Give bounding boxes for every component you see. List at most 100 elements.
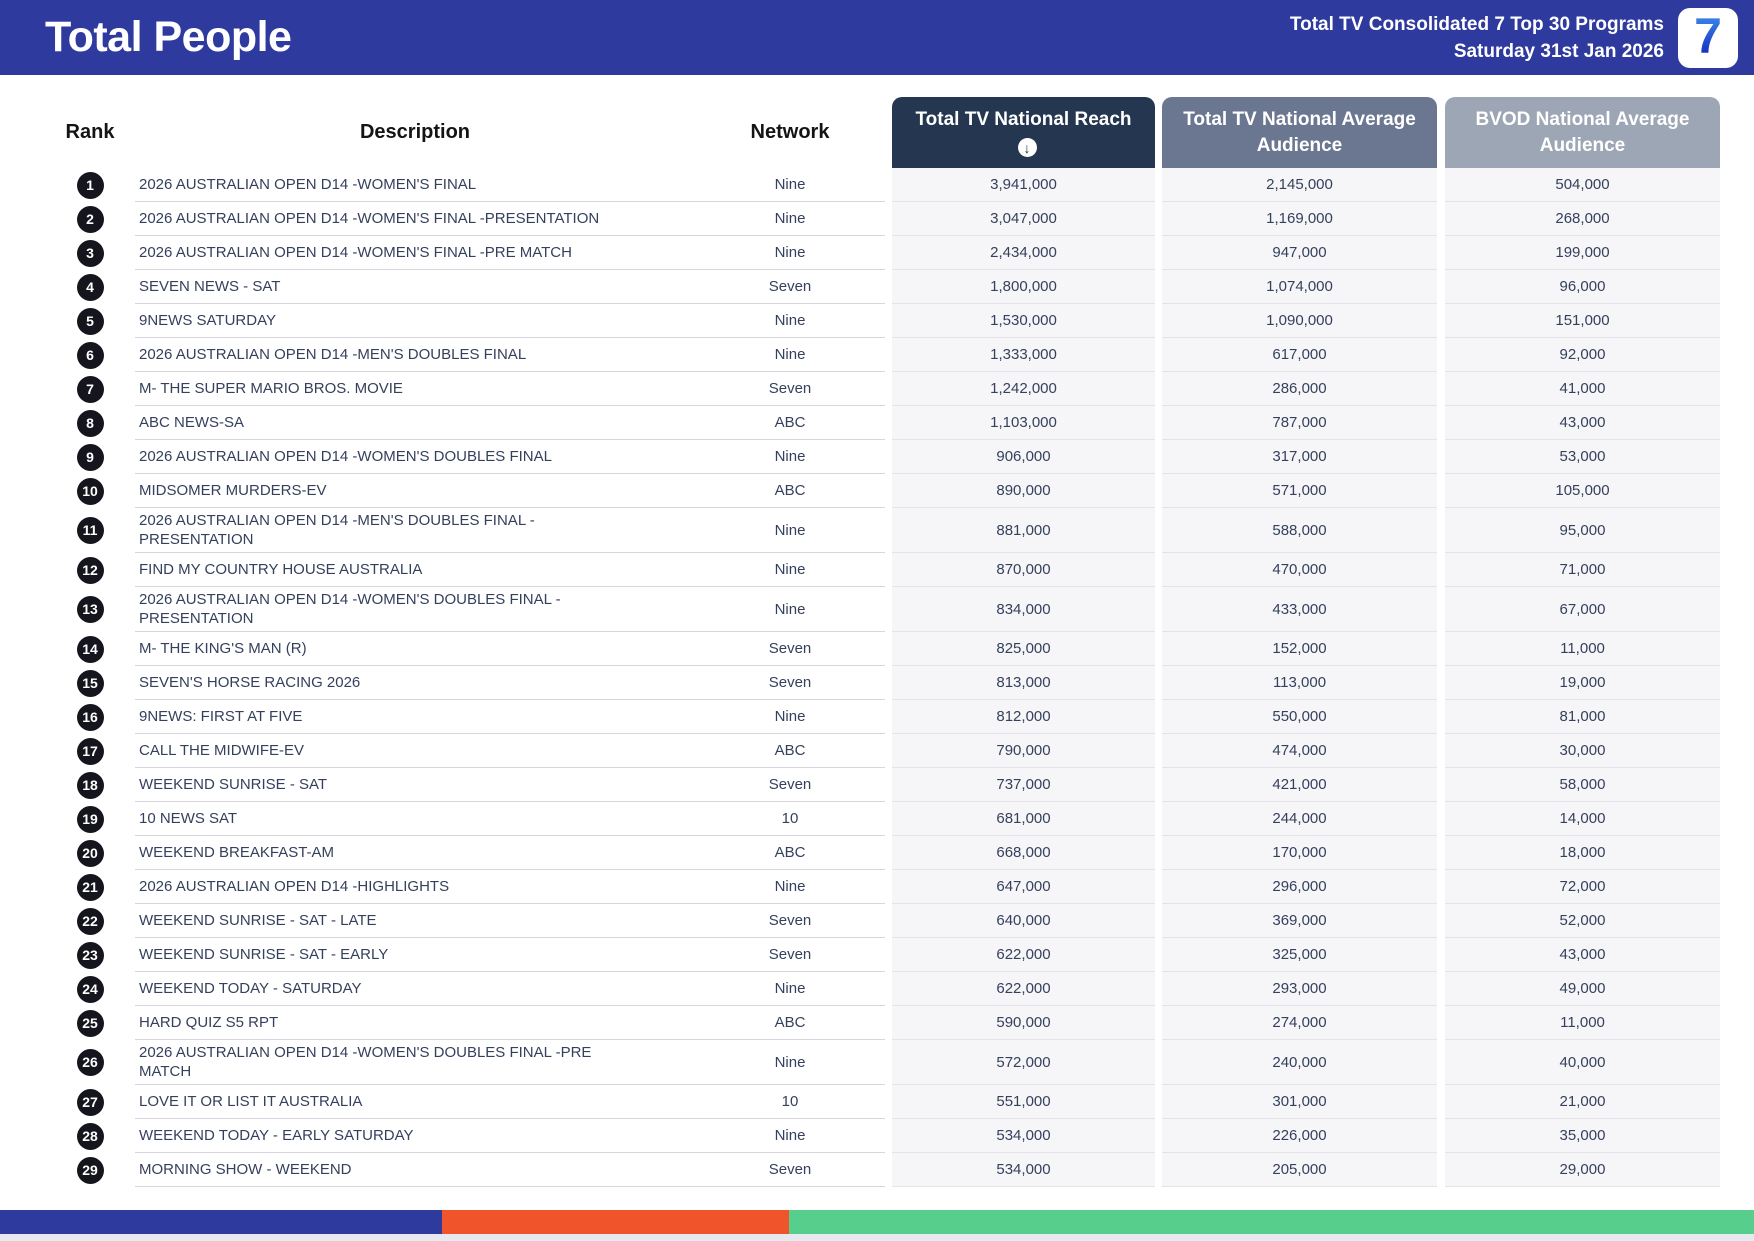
program-title: M- THE SUPER MARIO BROS. MOVIE: [139, 380, 403, 397]
table-row: 8 ABC NEWS-SA ABC 1,103,000 787,000 43,0…: [45, 406, 1720, 440]
program-title: 2026 AUSTRALIAN OPEN D14 -WOMEN'S DOUBLE…: [139, 591, 561, 627]
rank-badge: 1: [76, 171, 104, 199]
bvod-average-audience-cell: 92,000: [1445, 338, 1720, 372]
total-tv-reach-cell: 668,000: [892, 836, 1155, 870]
rank-cell: 18: [45, 768, 135, 802]
total-tv-reach-cell: 640,000: [892, 904, 1155, 938]
page-title: Total People: [45, 13, 292, 61]
description-cell: 9NEWS SATURDAY: [135, 304, 695, 338]
seven-logo-glyph: 7: [1694, 7, 1722, 64]
rank-cell: 11: [45, 508, 135, 553]
network-cell: Seven: [695, 938, 885, 972]
bvod-average-audience-cell: 199,000: [1445, 236, 1720, 270]
rank-cell: 14: [45, 632, 135, 666]
rank-badge: 10: [76, 477, 104, 505]
table-row: 13 2026 AUSTRALIAN OPEN D14 -WOMEN'S DOU…: [45, 587, 1720, 632]
rank-badge: 22: [76, 907, 104, 935]
column-header-total-tv-average-audience[interactable]: Total TV National Average Audience: [1162, 97, 1437, 168]
bvod-average-audience-cell: 58,000: [1445, 768, 1720, 802]
description-cell: MORNING SHOW - WEEKEND: [135, 1153, 695, 1187]
bvod-average-audience-cell: 43,000: [1445, 406, 1720, 440]
table-body: 1 2026 AUSTRALIAN OPEN D14 -WOMEN'S FINA…: [45, 168, 1720, 1187]
program-title: 2026 AUSTRALIAN OPEN D14 -WOMEN'S DOUBLE…: [139, 1044, 592, 1080]
network-cell: Nine: [695, 870, 885, 904]
bvod-average-audience-cell: 30,000: [1445, 734, 1720, 768]
program-title: 2026 AUSTRALIAN OPEN D14 -MEN'S DOUBLES …: [139, 346, 527, 363]
table-row: 26 2026 AUSTRALIAN OPEN D14 -WOMEN'S DOU…: [45, 1040, 1720, 1085]
total-tv-reach-cell: 681,000: [892, 802, 1155, 836]
total-tv-average-audience-cell: 170,000: [1162, 836, 1437, 870]
total-tv-average-audience-cell: 226,000: [1162, 1119, 1437, 1153]
total-tv-average-audience-cell: 571,000: [1162, 474, 1437, 508]
description-cell: 2026 AUSTRALIAN OPEN D14 -WOMEN'S FINAL …: [135, 202, 695, 236]
footer-bar-segment-indigo: [0, 1210, 442, 1234]
rank-cell: 25: [45, 1006, 135, 1040]
rank-cell: 7: [45, 372, 135, 406]
network-cell: Nine: [695, 700, 885, 734]
total-tv-reach-cell: 825,000: [892, 632, 1155, 666]
bvod-average-audience-cell: 95,000: [1445, 508, 1720, 553]
program-title: HARD QUIZ S5 RPT: [139, 1014, 279, 1031]
rank-cell: 4: [45, 270, 135, 304]
network-cell: Seven: [695, 632, 885, 666]
bvod-average-audience-cell: 52,000: [1445, 904, 1720, 938]
program-title: 9NEWS: FIRST AT FIVE: [139, 708, 303, 725]
total-tv-average-audience-cell: 301,000: [1162, 1085, 1437, 1119]
network-cell: Nine: [695, 304, 885, 338]
program-title: FIND MY COUNTRY HOUSE AUSTRALIA: [139, 561, 423, 578]
report-subtitle: Total TV Consolidated 7 Top 30 Programs …: [1290, 11, 1664, 65]
bvod-average-audience-cell: 21,000: [1445, 1085, 1720, 1119]
network-cell: Nine: [695, 508, 885, 553]
total-tv-reach-cell: 890,000: [892, 474, 1155, 508]
sort-descending-icon: ↓: [1017, 138, 1037, 157]
total-tv-average-audience-cell: 205,000: [1162, 1153, 1437, 1187]
bvod-average-audience-cell: 14,000: [1445, 802, 1720, 836]
table-row: 4 SEVEN NEWS - SAT Seven 1,800,000 1,074…: [45, 270, 1720, 304]
network-cell: ABC: [695, 406, 885, 440]
rank-cell: 24: [45, 972, 135, 1006]
program-title: 2026 AUSTRALIAN OPEN D14 -MEN'S DOUBLES …: [139, 512, 535, 548]
rank-badge: 21: [76, 873, 104, 901]
total-tv-average-audience-cell: 152,000: [1162, 632, 1437, 666]
rank-cell: 6: [45, 338, 135, 372]
bvod-average-audience-cell: 11,000: [1445, 632, 1720, 666]
total-tv-average-audience-cell: 369,000: [1162, 904, 1437, 938]
network-cell: Nine: [695, 587, 885, 632]
rank-cell: 29: [45, 1153, 135, 1187]
total-tv-average-audience-cell: 617,000: [1162, 338, 1437, 372]
total-tv-reach-cell: 1,333,000: [892, 338, 1155, 372]
program-title: 2026 AUSTRALIAN OPEN D14 -WOMEN'S FINAL: [139, 176, 477, 193]
total-tv-reach-cell: 2,434,000: [892, 236, 1155, 270]
network-cell: ABC: [695, 836, 885, 870]
program-title: LOVE IT OR LIST IT AUSTRALIA: [139, 1093, 363, 1110]
table-row: 25 HARD QUIZ S5 RPT ABC 590,000 274,000 …: [45, 1006, 1720, 1040]
column-header-description: Description: [359, 121, 471, 143]
rank-badge: 3: [76, 239, 104, 267]
total-tv-average-audience-cell: 1,090,000: [1162, 304, 1437, 338]
description-cell: M- THE KING'S MAN (R): [135, 632, 695, 666]
rank-badge: 18: [76, 771, 104, 799]
footer-baseline-strip: [0, 1234, 1754, 1241]
rank-cell: 16: [45, 700, 135, 734]
total-tv-reach-cell: 737,000: [892, 768, 1155, 802]
program-title: 9NEWS SATURDAY: [139, 312, 276, 329]
table-row: 29 MORNING SHOW - WEEKEND Seven 534,000 …: [45, 1153, 1720, 1187]
network-cell: Nine: [695, 440, 885, 474]
network-cell: Nine: [695, 168, 885, 202]
column-header-bvod-average-audience[interactable]: BVOD National Average Audience: [1445, 97, 1720, 168]
rank-cell: 12: [45, 553, 135, 587]
bvod-average-audience-cell: 81,000: [1445, 700, 1720, 734]
total-tv-average-audience-cell: 286,000: [1162, 372, 1437, 406]
bvod-average-audience-cell: 151,000: [1445, 304, 1720, 338]
description-cell: 2026 AUSTRALIAN OPEN D14 -WOMEN'S FINAL …: [135, 236, 695, 270]
footer-color-bar: [0, 1210, 1754, 1234]
total-tv-reach-cell: 534,000: [892, 1119, 1155, 1153]
rank-cell: 19: [45, 802, 135, 836]
rank-badge: 14: [76, 635, 104, 663]
total-tv-reach-cell: 572,000: [892, 1040, 1155, 1085]
rank-cell: 28: [45, 1119, 135, 1153]
column-header-total-tv-reach[interactable]: Total TV National Reach ↓: [892, 97, 1155, 168]
rank-badge: 16: [76, 703, 104, 731]
description-cell: 2026 AUSTRALIAN OPEN D14 -MEN'S DOUBLES …: [135, 338, 695, 372]
total-tv-average-audience-cell: 433,000: [1162, 587, 1437, 632]
